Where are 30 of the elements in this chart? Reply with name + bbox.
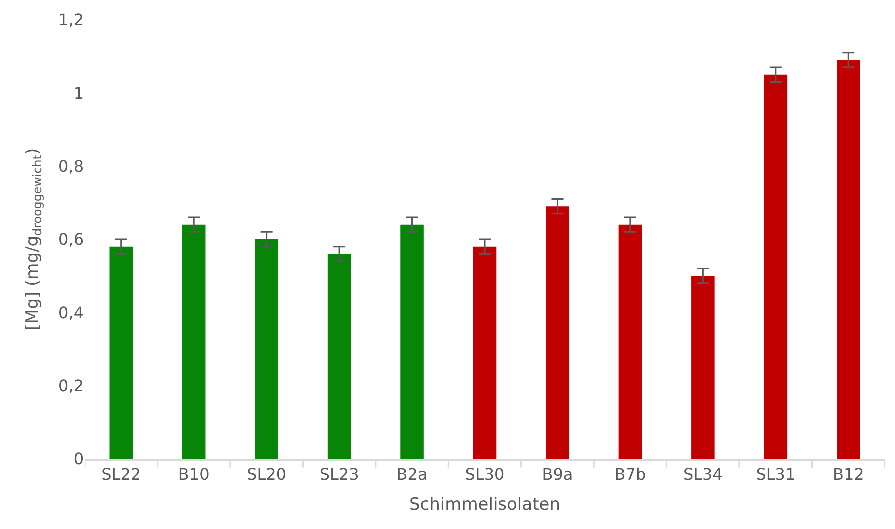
x-axis-title: Schimmelisolaten [410,494,560,515]
x-tick-label: B9a [542,464,574,484]
x-tick-label: SL22 [102,464,142,484]
bar [546,206,570,459]
y-tick-label: 1 [74,84,84,103]
bar [328,254,352,459]
x-tick-label: B10 [178,464,210,484]
bar [618,224,642,459]
bar [255,240,278,459]
bar [400,224,424,459]
x-tick-label: SL20 [247,464,287,484]
bar [473,246,497,459]
y-tick-label: 0,6 [58,230,84,250]
x-tick-label: SL31 [756,464,796,484]
y-tick-label: 1,2 [58,10,84,30]
y-tick-label: 0 [74,450,84,469]
y-tick-label: 0,8 [58,156,84,176]
x-tick-label: B2a [396,464,428,484]
x-tick-label: SL30 [465,464,505,484]
x-tick-label: B7b [614,464,646,484]
y-tick-label: 0,2 [58,376,84,396]
bar [692,276,715,459]
y-tick-label: 0,4 [58,303,84,322]
bar [182,224,206,459]
x-tick-label: SL34 [683,464,723,484]
bar [837,60,860,459]
x-tick-label: SL23 [320,464,360,484]
x-tick-label: B12 [832,464,864,484]
bar [110,246,133,459]
bar [764,74,788,459]
